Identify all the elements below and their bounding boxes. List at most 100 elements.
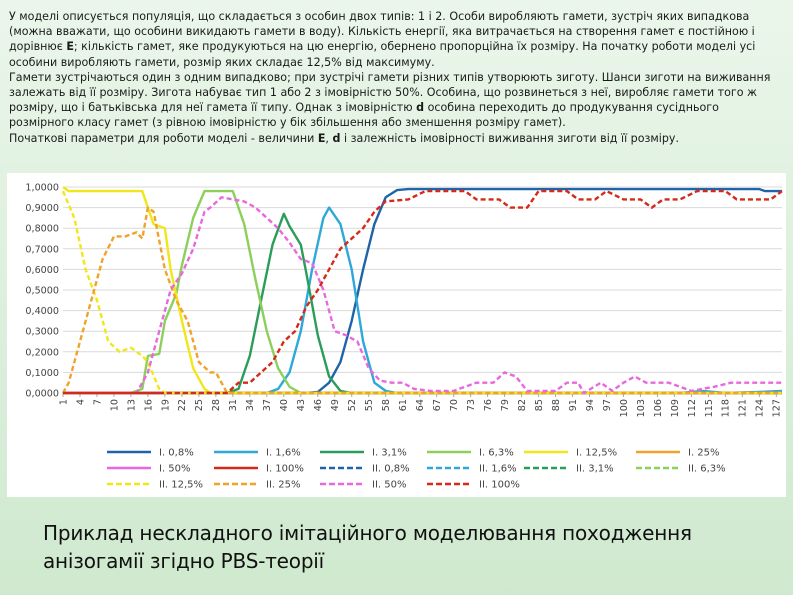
text-run: Гамети зустрічаються один з одним випадк… [9,70,771,115]
x-tick-label: 1 [58,399,69,405]
x-tick-label: 97 [602,399,613,411]
legend-label-4: I. 6,3% [479,448,514,459]
y-tick-label: 0,1000 [25,368,59,379]
y-tick-label: 0,3000 [25,327,59,338]
y-tick-label: 0,9000 [25,203,59,214]
x-tick-label: 121 [738,399,749,417]
x-tick-label: 103 [636,399,647,417]
x-tick-label: 127 [772,399,783,417]
x-tick-label: 124 [755,399,766,417]
y-tick-label: 0,4000 [25,306,59,317]
x-tick-label: 25 [194,399,205,411]
legend-label-1: I. 0,8% [159,448,194,459]
chart-panel: 0,0000 0,1000 0,2000 0,3000 0,4000 0,5000 0,60… [7,173,786,497]
description-paragraph-3: Початкові параметри для роботи моделі - … [9,131,785,146]
legend-label-10: II. 1,6% [479,464,517,475]
x-tick-label: 85 [534,399,545,411]
x-tick-label: 4 [75,399,86,405]
x-tick-label: 91 [568,399,579,411]
text-run: E [317,131,326,145]
legend-label-16: II. 100% [479,480,520,491]
x-tick-label: 40 [279,399,290,411]
legend-label-13: II. 12,5% [159,480,203,491]
legend-label-9: II. 0,8% [372,464,410,475]
x-tick-label: 94 [585,399,596,411]
x-tick-label: 46 [313,399,324,411]
x-tick-label: 13 [126,399,137,411]
x-tick-label: 19 [160,399,171,411]
x-tick-label: 37 [262,399,273,411]
legend-label-3: I. 3,1% [372,448,407,459]
x-tick-label: 112 [687,399,698,417]
x-tick-label: 52 [347,399,358,411]
x-tick-label: 73 [466,399,477,411]
y-tick-label: 0,8000 [25,224,59,235]
y-tick-label: 0,5000 [25,286,59,297]
legend-label-6: I. 25% [688,448,720,459]
legend-label-14: II. 25% [266,480,300,491]
x-tick-label: 61 [398,399,409,411]
series-line-16 [63,189,783,395]
text-run: і залежність імовірності виживання зигот… [340,131,679,145]
x-tick-label: 10 [109,399,120,411]
x-tick-label: 106 [653,399,664,417]
y-tick-label: 0,0000 [25,389,59,400]
y-tick-label: 0,6000 [25,265,59,276]
text-run: E [66,40,74,54]
x-tick-label: 70 [449,399,460,411]
x-tick-label: 109 [670,399,681,417]
y-axis-ticks: 0,0000 0,1000 0,2000 0,3000 0,4000 0,5000 0,60… [25,183,59,400]
description-paragraph-2: Гамети зустрічаються один з одним випадк… [9,70,785,131]
legend-label-15: II. 50% [372,480,406,491]
text-run: , [325,131,333,145]
legend-label-8: I. 100% [266,464,304,475]
description-paragraph-1: У моделі описується популяція, що склада… [9,9,785,70]
legend-label-2: I. 1,6% [266,448,301,459]
series-line-14 [61,206,782,395]
line-chart: 0,0000 0,1000 0,2000 0,3000 0,4000 0,5000 0,60… [25,183,783,491]
slide-caption: Приклад нескладного імітаційного моделюв… [43,521,692,573]
legend-label-11: II. 3,1% [576,464,614,475]
chart-legend: I. 0,8% I. 1,6% I. 3,1% I. 6,3% I. 12,5% I. 2… [107,448,726,491]
x-tick-label: 31 [228,399,239,411]
x-tick-label: 55 [364,399,375,411]
x-tick-label: 58 [381,399,392,411]
x-tick-label: 49 [330,399,341,411]
x-tick-label: 118 [721,399,732,417]
x-tick-label: 7 [92,399,103,405]
x-tick-label: 43 [296,399,307,411]
y-tick-label: 0,2000 [25,347,59,358]
x-tick-label: 79 [500,399,511,411]
x-tick-label: 34 [245,399,256,411]
x-tick-label: 67 [432,399,443,411]
x-tick-label: 76 [483,399,494,411]
series-line-4 [63,189,782,395]
text-run: d [332,131,341,145]
x-tick-label: 88 [551,399,562,411]
text-run: d [416,101,425,115]
series-line-13 [61,190,782,395]
series-line-2 [63,206,783,395]
y-tick-label: 0,7000 [25,244,59,255]
model-description: У моделі описується популяція, що склада… [9,9,785,146]
x-tick-label: 82 [517,399,528,411]
text-run: Початкові параметри для роботи моделі - … [9,131,318,145]
series-line-5 [62,186,782,395]
x-tick-label: 100 [619,399,630,417]
series-line-1 [63,187,782,395]
text-run: ; кількість гамет, яке продукуються на ц… [9,40,756,69]
legend-label-7: I. 50% [159,464,191,475]
x-tick-label: 115 [704,399,715,417]
chart-series [61,186,783,395]
x-tick-label: 64 [415,399,426,411]
series-line-15 [63,196,782,395]
x-axis-ticks: 1 4 7 10 13 16 19 22 25 28 31 34 37 40 43 46 49 52 55 58 61 6… [58,399,782,417]
legend-label-5: I. 12,5% [576,448,617,459]
x-tick-label: 22 [177,399,188,411]
y-tick-label: 1,0000 [25,183,59,194]
legend-label-12: II. 6,3% [688,464,726,475]
text-run: особина переходить до продукування сусід… [9,101,719,130]
x-tick-label: 28 [211,399,222,411]
text-run: У моделі описується популяція, що склада… [9,10,755,54]
